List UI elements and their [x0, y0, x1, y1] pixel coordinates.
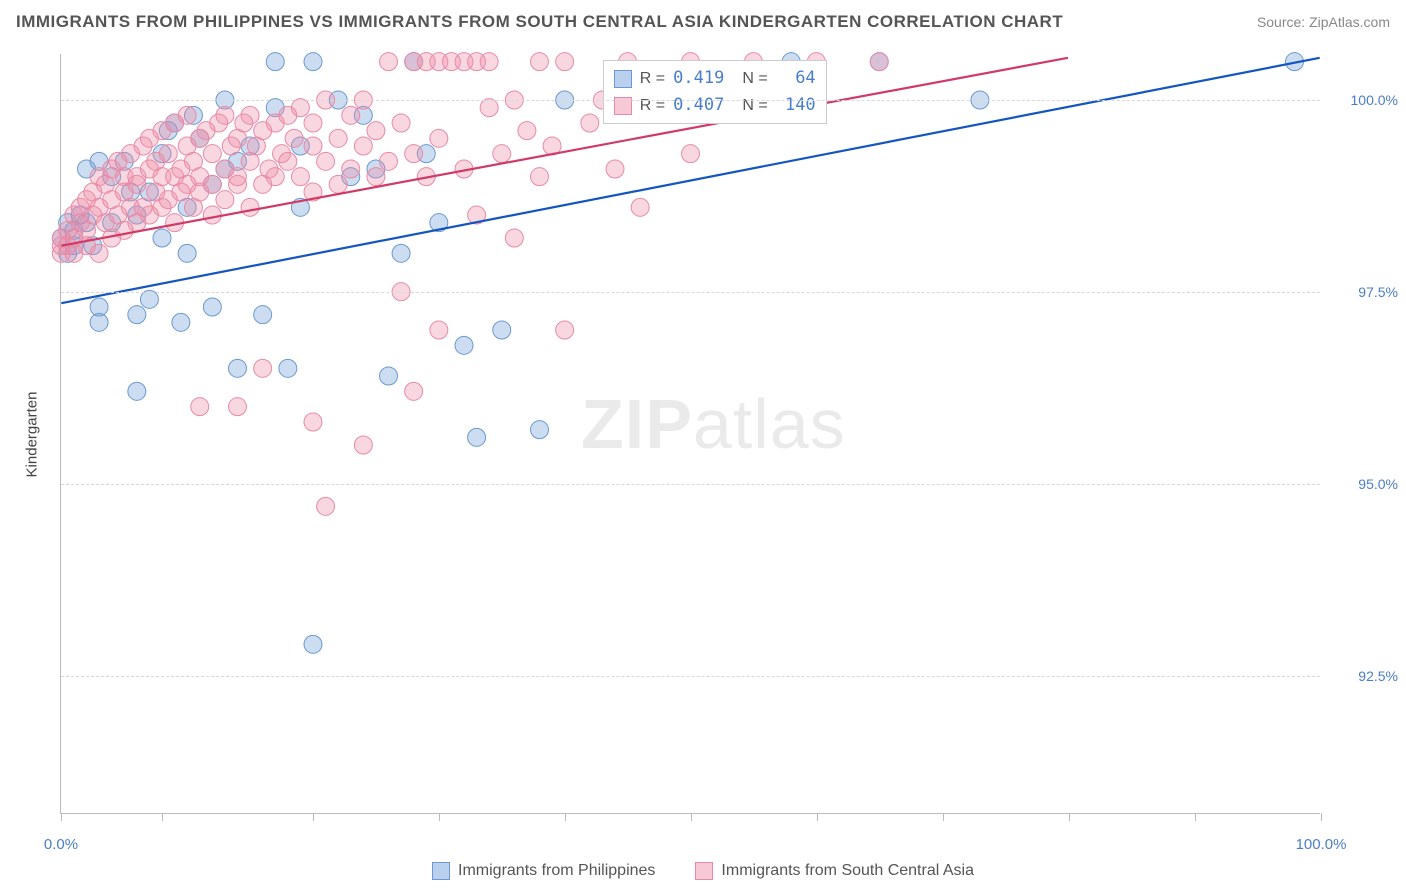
r-label: R =	[640, 93, 665, 119]
y-axis-label-container: Kindergarten	[22, 54, 42, 814]
plot-area: ZIPatlas R =0.419N =64R =0.407N =140 92.…	[60, 54, 1320, 814]
gridline	[61, 676, 1320, 677]
n-value: 64	[776, 65, 816, 92]
y-tick-label: 95.0%	[1358, 476, 1398, 492]
r-value: 0.419	[673, 65, 724, 92]
source-label: Source: ZipAtlas.com	[1257, 14, 1390, 30]
n-label: N =	[742, 93, 767, 119]
x-tick	[691, 813, 692, 821]
y-tick-label: 100.0%	[1351, 92, 1398, 108]
legend-bottom: Immigrants from Philippines Immigrants fr…	[0, 862, 1406, 880]
title-bar: IMMIGRANTS FROM PHILIPPINES VS IMMIGRANT…	[16, 12, 1390, 32]
legend-swatch	[614, 70, 632, 88]
y-tick-label: 92.5%	[1358, 668, 1398, 684]
legend-item: Immigrants from South Central Asia	[695, 862, 974, 880]
y-tick-label: 97.5%	[1358, 284, 1398, 300]
gridline	[61, 484, 1320, 485]
regression-layer	[61, 54, 1320, 813]
x-tick-label-right: 100.0%	[1296, 836, 1347, 853]
x-tick	[565, 813, 566, 821]
chart-title: IMMIGRANTS FROM PHILIPPINES VS IMMIGRANT…	[16, 12, 1063, 32]
legend-label: Immigrants from South Central Asia	[721, 862, 974, 880]
x-tick	[817, 813, 818, 821]
legend-stats: R = 0.419 N = 64 R = 0.407 N = 140	[603, 60, 827, 124]
legend-stats-row: R = 0.419 N = 64	[614, 65, 816, 92]
gridline	[61, 100, 1320, 101]
x-tick	[162, 813, 163, 821]
legend-label: Immigrants from Philippines	[458, 862, 655, 880]
x-tick	[439, 813, 440, 821]
legend-swatch	[695, 862, 713, 880]
r-label: R =	[640, 66, 665, 92]
legend-stats-row: R = 0.407 N = 140	[614, 92, 816, 119]
r-value: 0.407	[673, 92, 724, 119]
n-value: 140	[776, 92, 816, 119]
x-tick-label-left: 0.0%	[44, 836, 78, 853]
x-tick	[61, 813, 62, 821]
legend-item: Immigrants from Philippines	[432, 862, 655, 880]
x-tick	[1069, 813, 1070, 821]
x-tick	[1321, 813, 1322, 821]
x-tick	[313, 813, 314, 821]
x-tick	[943, 813, 944, 821]
legend-swatch	[432, 862, 450, 880]
x-tick	[1195, 813, 1196, 821]
n-label: N =	[742, 66, 767, 92]
regression-line	[61, 58, 1068, 246]
y-axis-label: Kindergarten	[24, 391, 41, 477]
gridline	[61, 292, 1320, 293]
